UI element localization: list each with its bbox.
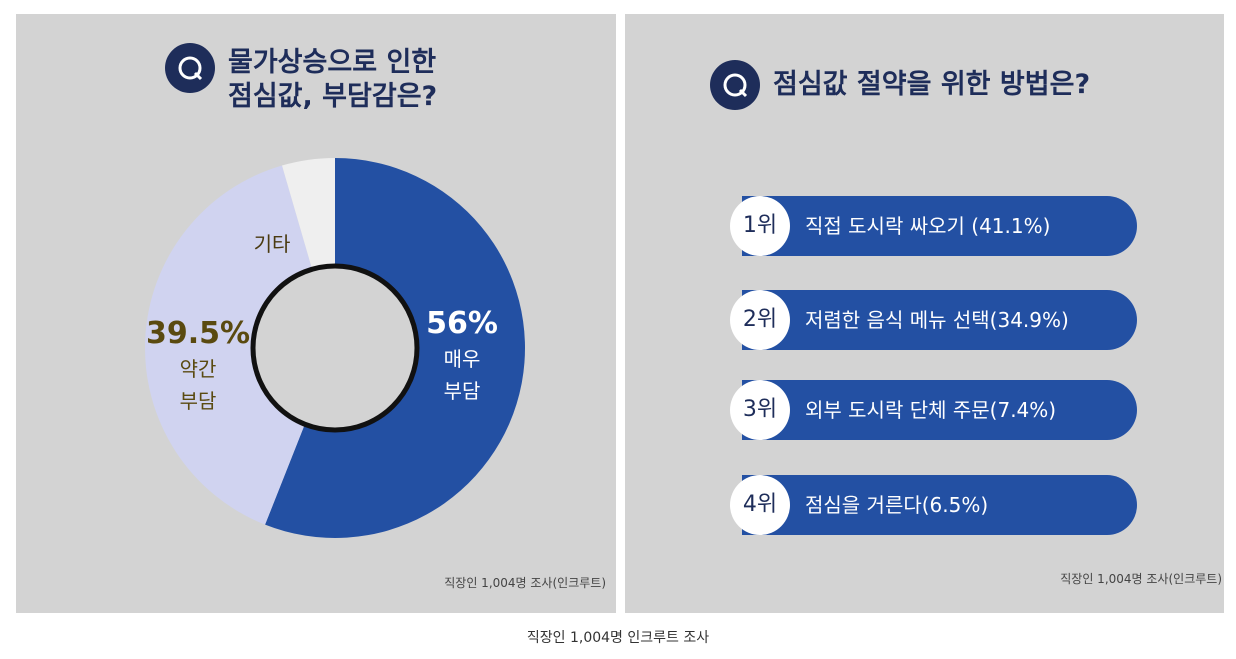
slice: [144, 165, 313, 525]
slice-label: 56% 매우 부담: [407, 305, 517, 407]
rank-pill: [742, 475, 1137, 535]
ranking-title: 점심값 절약을 위한 방법은?: [773, 69, 1091, 100]
slice-label: 기타: [217, 228, 327, 260]
value-label: 39.5%: [145, 316, 251, 351]
title-line: 점심값, 부담감은?: [228, 81, 438, 112]
rank-pill: [742, 290, 1137, 350]
value-label: 56%: [426, 306, 498, 341]
source: 직장인 1,004명 조사(인크루트): [444, 576, 606, 590]
slice-label: 39.5% 약간 부담: [143, 315, 253, 417]
donut-ring: [250, 263, 420, 433]
icon: [710, 60, 760, 110]
rank-text: 직접 도시락 싸오기 (41.1%): [805, 214, 1051, 238]
rank-text: 외부 도시락 단체 주문(7.4%): [805, 398, 1057, 422]
category-label: 기타: [253, 232, 291, 256]
rank-badge: 2위: [730, 290, 790, 350]
rank-badge: 1위: [730, 196, 790, 256]
icon: [165, 43, 215, 93]
slice: [265, 158, 525, 538]
rank-badge: 3위: [730, 380, 790, 440]
category-label: 약간 부담: [179, 357, 217, 413]
rank-pill: [742, 380, 1137, 440]
chart-title: 물가상승으로 인한 점심값, 부담감은?: [228, 46, 437, 114]
source: 직장인 1,004명 조사(인크루트): [1060, 572, 1222, 586]
rank-badge: 4위: [730, 475, 790, 535]
rank-text: 점심을 거른다(6.5%): [805, 493, 989, 517]
rank-text: 저렴한 음식 메뉴 선택(34.9%): [805, 308, 1069, 332]
caption: 직장인 1,004명 인크루트 조사: [526, 630, 710, 646]
rank-pill: [742, 196, 1137, 256]
category-label: 매우 부담: [443, 347, 481, 403]
title-line: 물가상승으로 인한: [228, 47, 437, 78]
slice: [281, 158, 335, 270]
